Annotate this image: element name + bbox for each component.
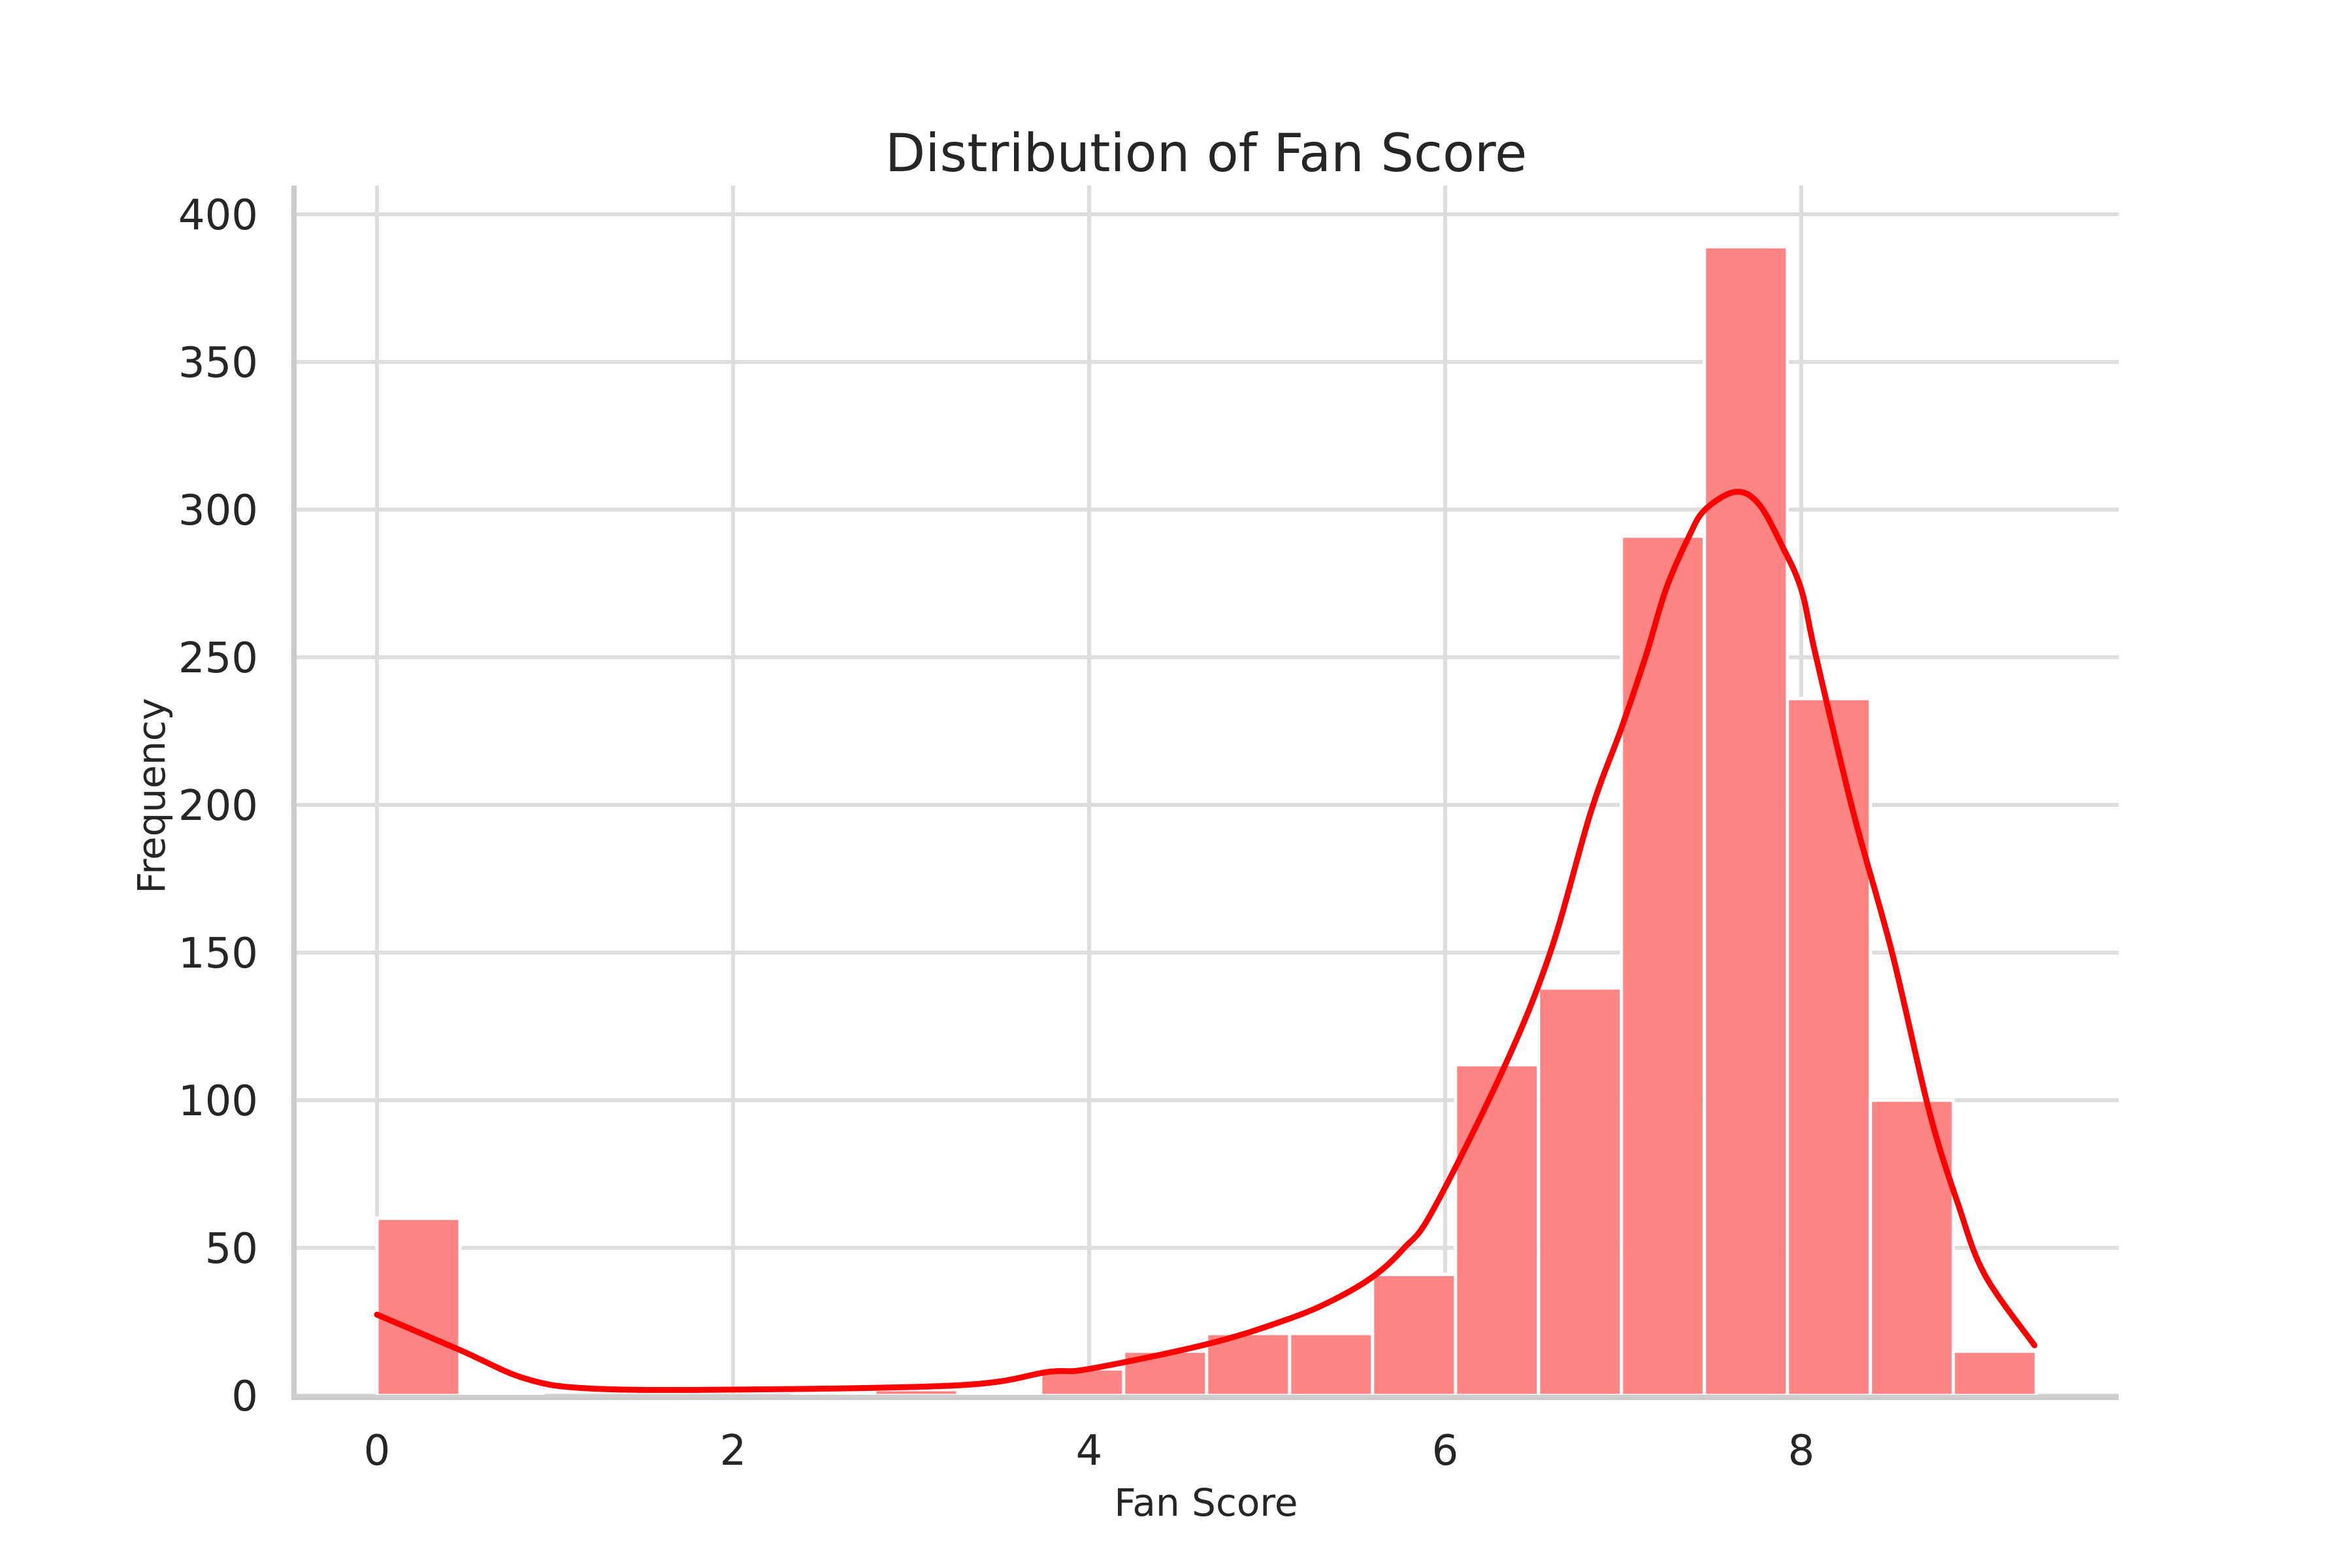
kde-curve: [374, 489, 2038, 1394]
y-axis-tick-labels: 0 50 100 150 200 250 300 350 400: [178, 191, 258, 1421]
x-tick-label: 8: [1788, 1427, 1815, 1475]
x-axis-tick-labels: 0 2 4 6 8: [364, 1427, 1815, 1475]
x-tick-label: 0: [364, 1427, 391, 1475]
histogram-bar: [1371, 1273, 1458, 1397]
y-tick-label: 150: [178, 930, 258, 978]
histogram-bars: [375, 245, 2038, 1397]
histogram-bar: [375, 1217, 462, 1397]
histogram-bar: [873, 1388, 960, 1397]
histogram-bar: [1537, 986, 1624, 1397]
y-tick-label: 0: [231, 1373, 258, 1421]
histogram-bar: [1454, 1063, 1541, 1397]
y-tick-label: 350: [178, 339, 258, 387]
x-tick-label: 6: [1432, 1427, 1459, 1475]
y-tick-label: 400: [178, 191, 258, 240]
x-axis-label: Fan Score: [1114, 1480, 1298, 1525]
y-tick-label: 300: [178, 487, 258, 535]
y-tick-label: 50: [205, 1225, 258, 1273]
axis-spines: [291, 186, 2119, 1400]
histogram-bar: [1288, 1331, 1375, 1397]
histogram-bar: [1703, 245, 1789, 1397]
y-tick-label: 200: [178, 782, 258, 830]
histogram-bar: [1952, 1349, 2038, 1397]
histogram-bar: [1620, 534, 1707, 1397]
y-tick-label: 100: [178, 1077, 258, 1126]
kde-line: [374, 489, 2038, 1394]
x-tick-label: 2: [720, 1427, 747, 1475]
y-tick-label: 250: [178, 634, 258, 683]
x-tick-label: 4: [1076, 1427, 1103, 1475]
histogram-bar: [1786, 696, 1872, 1397]
y-axis-label: Frequency: [129, 698, 174, 894]
chart-title: Distribution of Fan Score: [885, 123, 1527, 184]
